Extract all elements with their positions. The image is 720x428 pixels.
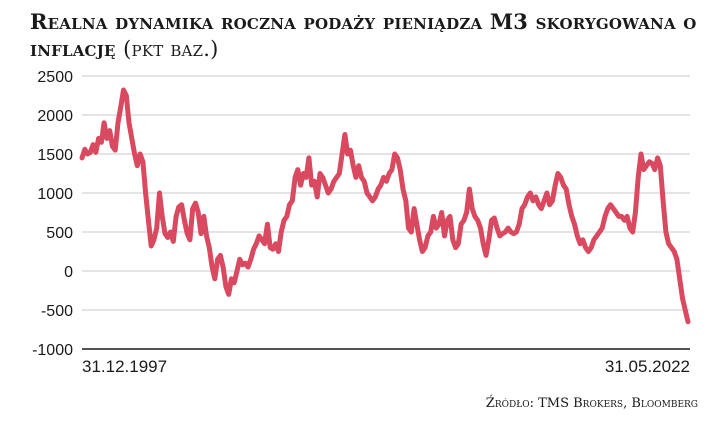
x-tick-start: 31.12.1997 bbox=[82, 357, 167, 376]
series-line bbox=[79, 87, 691, 325]
y-axis-ticks: 2500 2000 1500 1000 500 0 -500 -1000 bbox=[32, 69, 73, 359]
y-tick-label: 2000 bbox=[37, 108, 73, 125]
chart-title: Realna dynamika roczna podaży pieniądza … bbox=[30, 8, 710, 63]
y-tick-label: -500 bbox=[41, 303, 73, 320]
x-tick-end: 31.05.2022 bbox=[605, 357, 690, 376]
y-tick-label: -1000 bbox=[32, 342, 73, 359]
y-tick-label: 1500 bbox=[37, 147, 73, 164]
gridlines bbox=[82, 75, 690, 311]
y-tick-label: 2500 bbox=[37, 69, 73, 86]
y-tick-label: 0 bbox=[64, 264, 73, 281]
y-tick-label: 1000 bbox=[37, 186, 73, 203]
source-note: Źródło: TMS Brokers, Bloomberg bbox=[485, 396, 698, 411]
y-tick-label: 500 bbox=[46, 225, 73, 242]
chart-title-text: Realna dynamika roczna podaży pieniądza … bbox=[30, 9, 697, 61]
chart-unit: (pkt baz.) bbox=[123, 37, 219, 61]
